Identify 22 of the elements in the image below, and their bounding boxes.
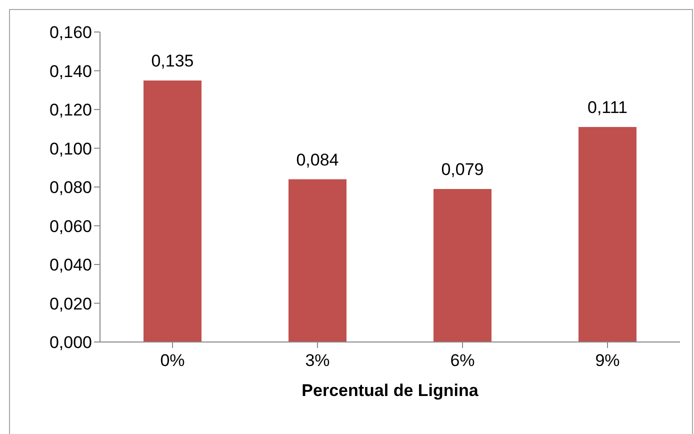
y-tick-label: 0,080 xyxy=(49,178,92,198)
x-axis-title: Percentual de Lignina xyxy=(302,381,479,400)
x-tick-label: 9% xyxy=(595,351,620,370)
bar xyxy=(288,179,346,342)
bar xyxy=(144,80,202,342)
y-tick-label: 0,140 xyxy=(49,62,92,81)
x-tick-label: 0% xyxy=(160,351,185,370)
y-tick-label: 0,020 xyxy=(49,294,92,314)
data-label: 0,084 xyxy=(296,150,339,170)
y-tick-label: 0,000 xyxy=(49,333,92,352)
data-label: 0,111 xyxy=(587,98,628,117)
bar xyxy=(578,126,636,342)
y-tick-label: 0,120 xyxy=(49,100,92,120)
y-tick-label: 0,160 xyxy=(49,23,92,42)
x-tick-label: 6% xyxy=(450,351,475,370)
data-label: 0,079 xyxy=(441,160,484,179)
x-tick-label: 3% xyxy=(305,351,330,370)
data-label: 0,135 xyxy=(151,51,194,70)
y-tick-label: 0,040 xyxy=(49,256,92,275)
y-tick-label: 0,060 xyxy=(49,216,92,236)
y-tick-label: 0,100 xyxy=(49,139,92,158)
bar xyxy=(434,188,492,342)
